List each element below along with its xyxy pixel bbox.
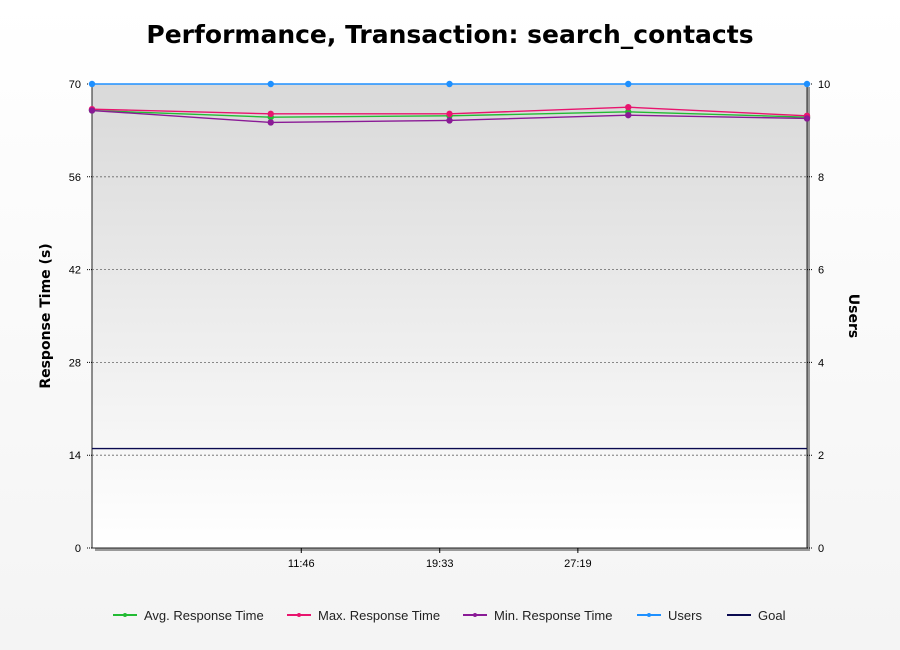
x-tick-label: 11:46 — [288, 558, 315, 570]
plot-background — [91, 83, 808, 549]
y2-tick-label: 0 — [818, 543, 824, 555]
legend-marker-users — [647, 613, 651, 617]
y2-tick-label: 10 — [818, 79, 830, 91]
min-response-time-point — [446, 117, 453, 124]
max-response-time-point — [446, 110, 453, 118]
y-tick-label: 42 — [69, 265, 81, 277]
x-tick-label: 19:33 — [426, 558, 454, 570]
y2-tick-label: 4 — [818, 357, 824, 369]
legend-marker-avg-response-time — [123, 613, 127, 617]
legend-label-users: Users — [668, 608, 702, 623]
min-response-time-point — [625, 111, 632, 119]
min-response-time-point — [803, 115, 811, 122]
x-tick-label: 27:19 — [564, 558, 592, 570]
legend-label-goal: Goal — [758, 608, 786, 623]
legend-label-min-response-time: Min. Response Time — [494, 608, 613, 623]
min-response-time-point — [88, 107, 96, 114]
users-point — [803, 80, 811, 88]
max-response-time-point — [267, 110, 274, 118]
y-tick-label: 56 — [69, 172, 81, 184]
y-axis-title: Response Time (s) — [38, 243, 54, 388]
min-response-time-point — [267, 119, 274, 126]
y-tick-label: 70 — [69, 79, 81, 91]
y2-tick-label: 2 — [818, 450, 824, 462]
users-point — [446, 80, 453, 88]
y-tick-label: 14 — [69, 450, 81, 462]
series-layer — [88, 80, 811, 450]
y2-tick-label: 8 — [818, 172, 824, 184]
max-response-time-point — [625, 104, 632, 111]
users-point — [267, 80, 274, 88]
plot-area — [91, 83, 810, 551]
y2-tick-label: 6 — [818, 265, 824, 277]
users-point — [625, 80, 632, 88]
legend-marker-min-response-time — [473, 613, 477, 617]
y2-axis-title: Users — [845, 294, 861, 338]
y-tick-label: 28 — [69, 357, 81, 369]
legend-label-avg-response-time: Avg. Response Time — [144, 608, 264, 623]
legend-marker-max-response-time — [297, 613, 301, 617]
legend: Avg. Response Time Max. Response Time Min.… — [113, 608, 786, 623]
y-tick-label: 0 — [75, 543, 81, 555]
legend-label-max-response-time: Max. Response Time — [318, 608, 440, 623]
axes: 0 14 28 42 56 70 0 2 4 6 8 10 11:46 19:33 27:19 Respons… — [38, 79, 861, 570]
chart-title: Performance, Transaction: search_contact… — [146, 20, 754, 49]
users-point — [88, 80, 96, 88]
